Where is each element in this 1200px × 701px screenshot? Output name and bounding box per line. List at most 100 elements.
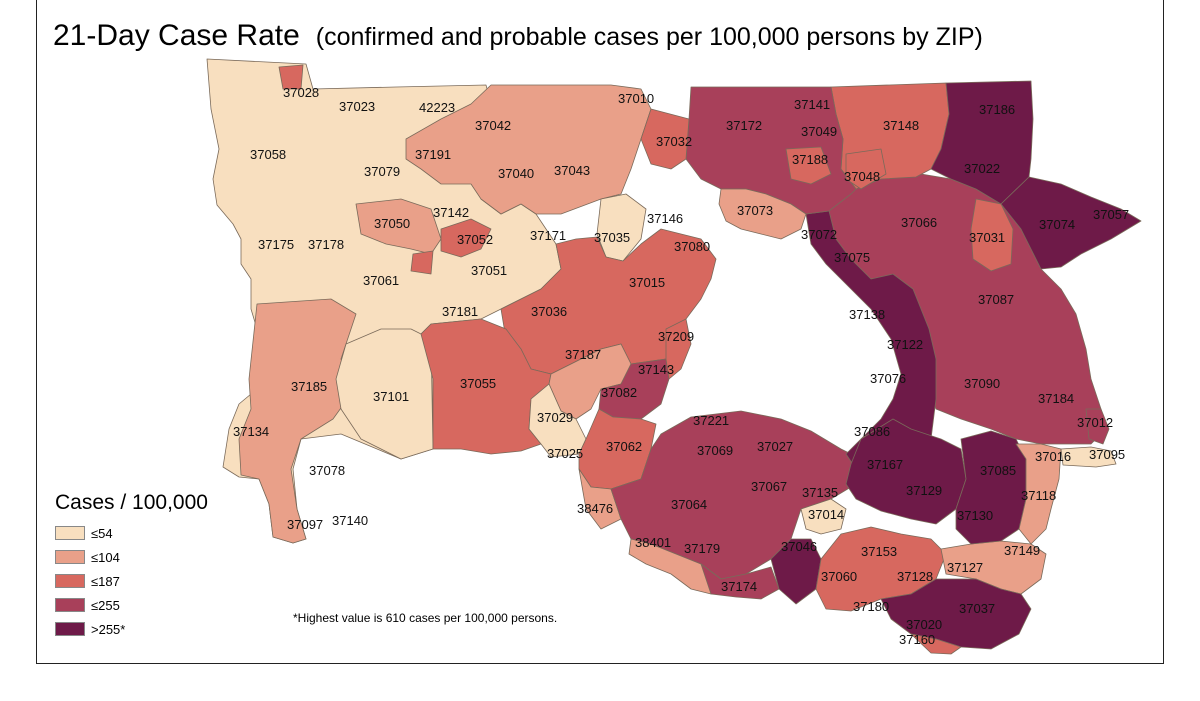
zip-label: 37143 bbox=[638, 362, 674, 377]
zip-label: 37042 bbox=[475, 118, 511, 133]
zip-region bbox=[970, 198, 1014, 272]
zip-label: 37080 bbox=[674, 239, 710, 254]
legend-swatch bbox=[55, 550, 85, 564]
legend-label: ≤104 bbox=[91, 549, 120, 565]
zip-label: 37022 bbox=[964, 161, 1000, 176]
legend-label: ≤255 bbox=[91, 597, 120, 613]
zip-label: 37048 bbox=[844, 169, 880, 184]
zip-label: 37149 bbox=[1004, 543, 1040, 558]
zip-label: 37188 bbox=[792, 152, 828, 167]
zip-label: 37012 bbox=[1077, 415, 1113, 430]
zip-label: 37073 bbox=[737, 203, 773, 218]
zip-label: 37069 bbox=[697, 443, 733, 458]
zip-region bbox=[1000, 176, 1142, 270]
zip-label: 37185 bbox=[291, 379, 327, 394]
zip-label: 37140 bbox=[332, 513, 368, 528]
zip-label: 37146 bbox=[647, 211, 683, 226]
zip-label: 37180 bbox=[853, 599, 889, 614]
zip-label: 37142 bbox=[433, 205, 469, 220]
zip-region bbox=[845, 418, 967, 525]
zip-label: 37090 bbox=[964, 376, 1000, 391]
zip-label: 37181 bbox=[442, 304, 478, 319]
zip-label: 37175 bbox=[258, 237, 294, 252]
zip-label: 37049 bbox=[801, 124, 837, 139]
choropleth-map: 37028 37023 42223 37010 37141 37186 37042 37172… bbox=[206, 58, 1142, 655]
zip-label: 37067 bbox=[751, 479, 787, 494]
zip-label: 37064 bbox=[671, 497, 707, 512]
zip-label: 37186 bbox=[979, 102, 1015, 117]
zip-region bbox=[718, 188, 807, 240]
zip-label: 37079 bbox=[364, 164, 400, 179]
zip-label: 37028 bbox=[283, 85, 319, 100]
zip-region bbox=[1085, 408, 1110, 445]
zip-label: 37062 bbox=[606, 439, 642, 454]
zip-label: 37060 bbox=[821, 569, 857, 584]
zip-label: 37032 bbox=[656, 134, 692, 149]
zip-region bbox=[800, 498, 847, 535]
zip-label: 37052 bbox=[457, 232, 493, 247]
zip-label: 37074 bbox=[1039, 217, 1075, 232]
zip-label: 37010 bbox=[618, 91, 654, 106]
zip-label: 37023 bbox=[339, 99, 375, 114]
zip-label: 37014 bbox=[808, 507, 844, 522]
zip-label: 37127 bbox=[947, 560, 983, 575]
zip-region bbox=[640, 108, 690, 170]
legend-item: ≤104 bbox=[55, 545, 208, 569]
zip-label: 38401 bbox=[635, 535, 671, 550]
zip-label: 37082 bbox=[601, 385, 637, 400]
zip-label: 37095 bbox=[1089, 447, 1125, 462]
zip-label: 37167 bbox=[867, 457, 903, 472]
zip-label: 37078 bbox=[309, 463, 345, 478]
title-text: 21-Day Case Rate bbox=[53, 19, 300, 52]
zip-label: 37134 bbox=[233, 424, 269, 439]
zip-label: 37037 bbox=[959, 601, 995, 616]
legend-item: ≤187 bbox=[55, 569, 208, 593]
zip-label: 37072 bbox=[801, 227, 837, 242]
subtitle-text: (confirmed and probable cases per 100,00… bbox=[315, 23, 983, 51]
zip-label: 37057 bbox=[1093, 207, 1129, 222]
zip-label: 37130 bbox=[957, 508, 993, 523]
zip-label: 37191 bbox=[415, 147, 451, 162]
zip-region bbox=[930, 80, 1034, 205]
zip-label: 37086 bbox=[854, 424, 890, 439]
legend-swatch bbox=[55, 622, 85, 636]
zip-label: 37031 bbox=[969, 230, 1005, 245]
zip-label: 37122 bbox=[887, 337, 923, 352]
zip-label: 37153 bbox=[861, 544, 897, 559]
legend-item: ≤54 bbox=[55, 521, 208, 545]
zip-region bbox=[685, 86, 857, 215]
zip-label: 37050 bbox=[374, 216, 410, 231]
zip-label: 37066 bbox=[901, 215, 937, 230]
zip-label: 37129 bbox=[906, 483, 942, 498]
zip-label: 37172 bbox=[726, 118, 762, 133]
zip-label: 37101 bbox=[373, 389, 409, 404]
zip-label: 37118 bbox=[1021, 488, 1056, 503]
zip-label: 37097 bbox=[287, 517, 323, 532]
zip-label: 37027 bbox=[757, 439, 793, 454]
legend-item: >255* bbox=[55, 617, 208, 641]
zip-region bbox=[410, 250, 434, 275]
zip-label: 37036 bbox=[531, 304, 567, 319]
zip-label: 37148 bbox=[883, 118, 919, 133]
legend: Cases / 100,000 ≤54 ≤104 ≤187 ≤255 >255* bbox=[55, 491, 208, 641]
zip-region bbox=[955, 430, 1027, 545]
zip-label: 37178 bbox=[308, 237, 344, 252]
zip-region bbox=[1015, 443, 1062, 545]
zip-label: 37135 bbox=[802, 485, 838, 500]
zip-label: 37174 bbox=[721, 579, 757, 594]
zip-label: 37221 bbox=[693, 413, 729, 428]
zip-label: 37160 bbox=[899, 632, 935, 647]
zip-label: 37015 bbox=[629, 275, 665, 290]
zip-label: 37141 bbox=[794, 97, 830, 112]
zip-label: 37040 bbox=[498, 166, 534, 181]
zip-label: 37138 bbox=[849, 307, 885, 322]
zip-label: 37016 bbox=[1035, 449, 1071, 464]
zip-label: 37061 bbox=[363, 273, 399, 288]
footnote: *Highest value is 610 cases per 100,000 … bbox=[293, 611, 558, 625]
zip-label: 37128 bbox=[897, 569, 933, 584]
zip-label: 37171 bbox=[530, 228, 566, 243]
zip-label: 37046 bbox=[781, 539, 817, 554]
legend-label: >255* bbox=[91, 621, 126, 637]
zip-region bbox=[785, 146, 832, 185]
map-title: 21-Day Case Rate (confirmed and probable … bbox=[53, 19, 983, 53]
